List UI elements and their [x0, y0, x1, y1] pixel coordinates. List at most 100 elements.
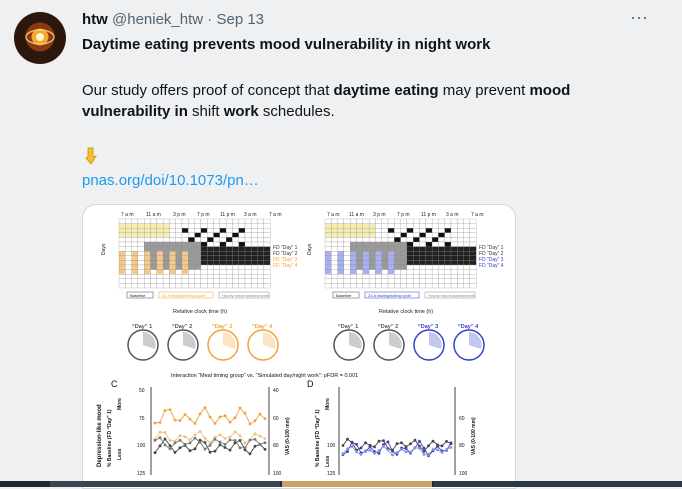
author-name[interactable]: htw [82, 11, 108, 28]
legend-baseline: Baseline [130, 293, 146, 298]
grid-cell [194, 223, 202, 229]
grid-cell [156, 223, 164, 229]
grid-cell [225, 223, 233, 229]
clock-faces: “Day” 1 “Day” 2 “Day” 3 “Day” 4 “Day” 1 “Day”… [127, 324, 485, 361]
grid-cell [207, 237, 214, 243]
grid-cell [219, 241, 227, 247]
grid-cell [343, 260, 351, 266]
grid-cell [125, 246, 132, 252]
grid-cell [450, 260, 458, 266]
grid-cell [356, 283, 363, 289]
grid-cell [469, 237, 477, 243]
grid-cell [144, 246, 151, 252]
fd-label: FD “Day” 2 [479, 251, 504, 257]
grid-cell [156, 255, 164, 261]
grid-cell [356, 232, 363, 238]
grid-cell [444, 232, 452, 238]
grid-cell [213, 232, 220, 238]
grid-cell [200, 241, 208, 247]
grid-cell [343, 283, 351, 289]
grid-cell [219, 274, 227, 279]
grid-cell [457, 218, 464, 224]
grid-cell [469, 241, 477, 247]
grid-cell [469, 218, 477, 224]
grid-cell [337, 241, 345, 247]
grid-cell [368, 246, 376, 252]
clock-face: “Day” 3 [207, 324, 239, 361]
author-handle[interactable]: @heniek_htw [112, 11, 204, 28]
grid-cell [368, 260, 376, 266]
grid-cell [343, 264, 351, 270]
grid-cell [238, 218, 246, 224]
grid-cell [413, 237, 420, 243]
grid-cell [188, 264, 195, 270]
grid-cell [362, 232, 370, 238]
grid-cell [125, 251, 132, 256]
grid-cell [463, 232, 471, 238]
grid-cell [156, 283, 164, 289]
grid-cell [238, 274, 246, 279]
grid-cell [144, 228, 151, 233]
grid-cell [156, 246, 164, 252]
fd-label: FD “Day” 1 [479, 245, 504, 251]
grid-cell [213, 237, 220, 243]
grid-cell [356, 246, 363, 252]
grid-cell [394, 269, 401, 275]
grid-cell [213, 274, 220, 279]
grid-cell [188, 283, 195, 289]
grid-cell [457, 251, 464, 256]
grid-cell [251, 232, 258, 238]
grid-cell [337, 264, 345, 270]
grid-cell [381, 274, 389, 279]
y-tick-right: 100 [273, 471, 282, 477]
grid-cell [131, 278, 139, 284]
grid-cell [324, 246, 332, 252]
avatar[interactable] [14, 12, 66, 64]
grid-cell [337, 228, 345, 233]
grid-cell [219, 255, 227, 261]
grid-cell [444, 251, 452, 256]
grid-cell [425, 260, 433, 266]
grid-cell [450, 283, 458, 289]
tweet-date[interactable]: Sep 13 [216, 11, 265, 28]
grid-cell [438, 246, 445, 252]
body-text-2: may prevent [438, 82, 530, 99]
grid-cell [251, 260, 258, 266]
grid-cell [156, 228, 164, 233]
grid-cell [162, 269, 170, 275]
grid-cell [150, 237, 157, 243]
grid-cell [381, 246, 389, 252]
grid-cell [425, 218, 433, 224]
grid-cell [438, 223, 445, 229]
grid-cell [350, 251, 357, 256]
grid-cell [444, 274, 452, 279]
more-options-icon[interactable]: ··· [630, 7, 648, 27]
grid-cell [232, 218, 239, 224]
grid-cell [394, 218, 401, 224]
pointing-down-hand-icon [82, 146, 102, 166]
article-link[interactable]: pnas.org/doi/10.1073/pn… [82, 172, 259, 189]
tweet-header: htw @heniek_htw · Sep 13 [82, 10, 264, 30]
schedule-grid-right [324, 218, 477, 289]
grid-cell [337, 246, 345, 252]
grid-cell [400, 246, 408, 252]
grid-cell [400, 218, 408, 224]
grid-cell [225, 264, 233, 270]
grid-cell [444, 218, 452, 224]
grid-cell [350, 228, 357, 233]
grid-cell [394, 283, 401, 289]
clock-day-label: “Day” 2 [172, 324, 192, 330]
y-tick-right: 60 [459, 416, 465, 422]
grid-cell [118, 260, 126, 266]
grid-cell [194, 218, 202, 224]
figure-image[interactable]: 7 a m 11 a m 3 p m 7 p m 11 p m 3 a m 7 … [82, 204, 516, 489]
grid-cell [181, 269, 189, 275]
grid-cell [181, 264, 189, 270]
grid-cell [238, 269, 246, 275]
grid-cell [431, 260, 439, 266]
grid-cell [131, 246, 139, 252]
body-bold-1: daytime eating [333, 82, 439, 99]
grid-cell [375, 269, 382, 275]
grid-cell [463, 274, 471, 279]
